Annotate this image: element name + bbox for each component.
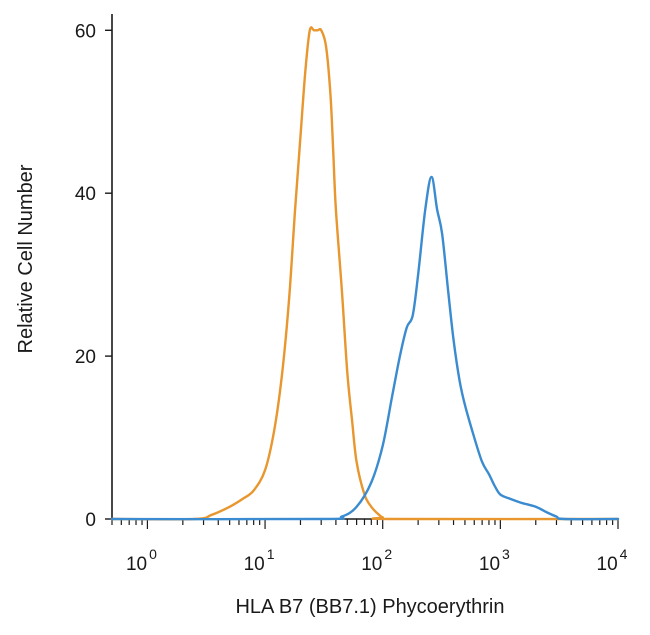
x-tick-label: 10 0 <box>126 546 157 575</box>
x-tick-label: 10 1 <box>244 546 275 575</box>
axes <box>105 14 619 529</box>
series-line-1 <box>110 26 620 521</box>
series-line-2 <box>110 175 620 521</box>
x-tick-base: 10 <box>126 554 147 575</box>
y-axis-title: Relative Cell Number <box>15 164 37 353</box>
x-tick-exponent: 0 <box>149 546 157 562</box>
y-tick-label: 0 <box>85 510 96 531</box>
x-tick-exponent: 4 <box>620 546 628 562</box>
x-tick-label: 10 3 <box>479 546 510 575</box>
series-layer <box>110 26 620 521</box>
x-tick-base: 10 <box>479 554 500 575</box>
y-tick-label: 20 <box>75 347 96 368</box>
x-tick-exponent: 3 <box>502 546 510 562</box>
x-tick-base: 10 <box>361 554 382 575</box>
y-tick-label: 60 <box>75 21 96 42</box>
x-tick-label: 10 4 <box>597 546 628 575</box>
x-tick-label: 10 2 <box>361 546 392 575</box>
y-tick-label: 40 <box>75 184 96 205</box>
x-tick-base: 10 <box>244 554 265 575</box>
x-tick-base: 10 <box>597 554 618 575</box>
x-axis-title: HLA B7 (BB7.1) Phycoerythrin <box>235 596 504 618</box>
x-tick-exponent: 1 <box>267 546 275 562</box>
x-tick-exponent: 2 <box>384 546 392 562</box>
